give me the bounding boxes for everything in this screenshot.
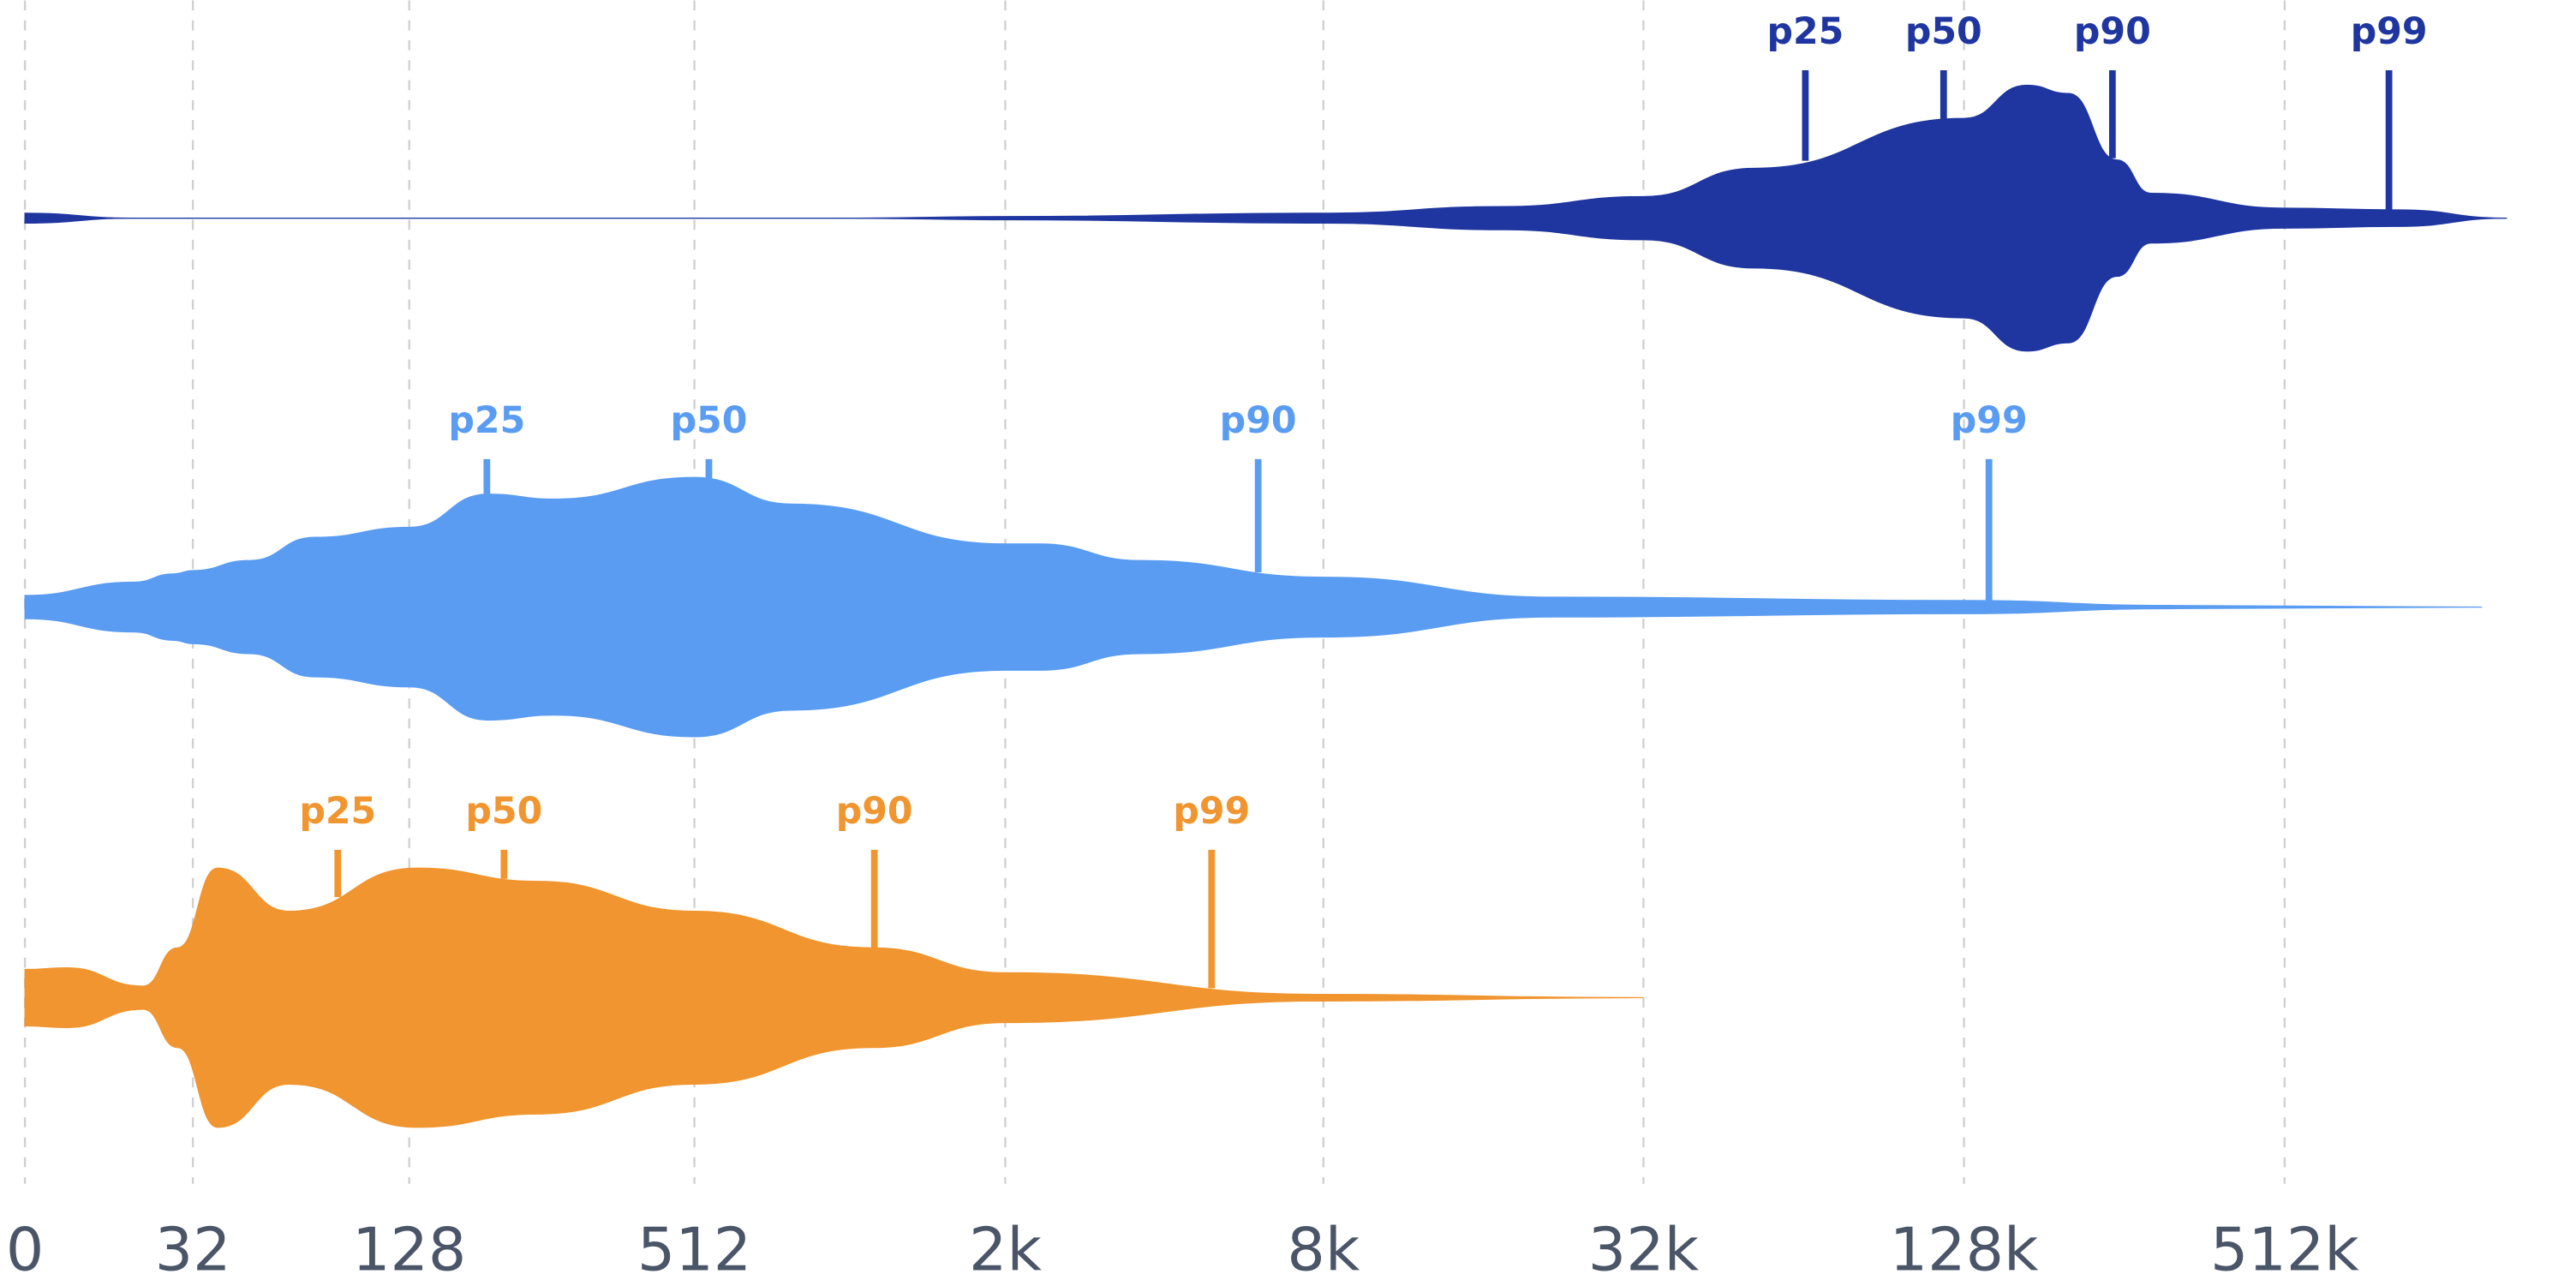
violin-half xyxy=(24,476,2483,608)
x-tick-label: 512 xyxy=(637,1216,751,1274)
violin-half xyxy=(24,606,2483,738)
x-tick-label: 2k xyxy=(969,1216,1042,1274)
x-tick-label: 512k xyxy=(2210,1216,2359,1274)
percentile-label: p50 xyxy=(1905,10,1982,53)
x-tick-label: 32 xyxy=(155,1216,231,1274)
percentile-label: p25 xyxy=(448,399,525,442)
x-tick-label: 8k xyxy=(1287,1216,1360,1274)
violin-half xyxy=(24,996,1644,1128)
percentile-label: p99 xyxy=(1173,790,1250,833)
violin-half xyxy=(24,867,1644,999)
percentile-label: p99 xyxy=(1951,399,2028,442)
percentile-label: p99 xyxy=(2351,10,2428,53)
x-tick-label: 128k xyxy=(1890,1216,2039,1274)
percentile-label: p50 xyxy=(465,790,542,833)
x-tick-label: 0 xyxy=(6,1216,44,1274)
violin-half xyxy=(24,218,2507,352)
percentile-label: p50 xyxy=(671,399,748,442)
percentile-label: p25 xyxy=(299,790,376,833)
percentile-label: p90 xyxy=(836,790,913,833)
percentile-label: p25 xyxy=(1766,10,1844,53)
x-tick-label: 32k xyxy=(1588,1216,1700,1274)
percentile-label: p90 xyxy=(2074,10,2151,53)
x-tick-label: 128 xyxy=(352,1216,466,1274)
percentile-label: p90 xyxy=(1220,399,1297,442)
violin-half xyxy=(24,84,2507,219)
